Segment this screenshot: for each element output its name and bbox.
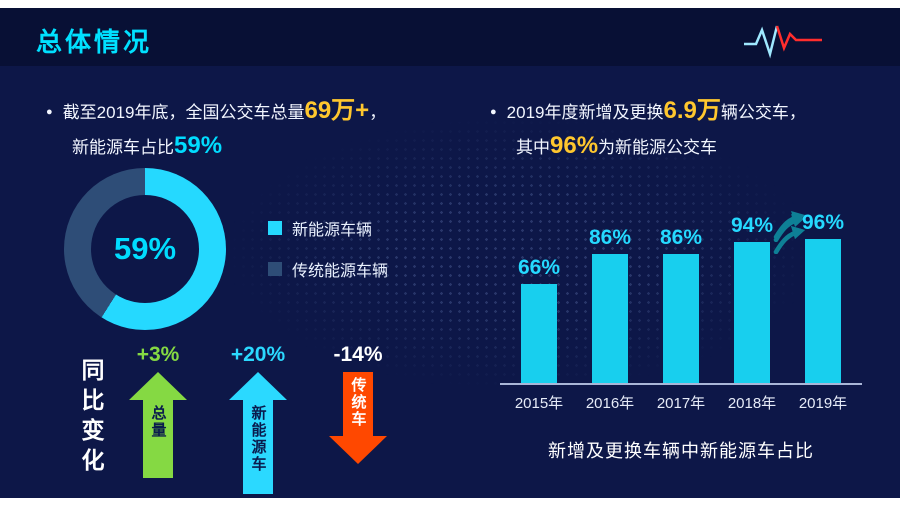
legend-swatch <box>268 262 282 276</box>
bar-slot: 86% <box>581 226 639 383</box>
right-bullet-1-highlight: 6.9万 <box>663 97 721 124</box>
donut-chart: 59% <box>64 168 226 330</box>
year-label: 2016年 <box>585 395 635 412</box>
chart-caption: 新增及更换车辆中新能源车占比 <box>548 441 814 461</box>
trend-arrow-icon <box>773 226 805 255</box>
legend-label: 新能源车辆 <box>292 222 373 239</box>
page-title: 总体情况 <box>36 27 153 57</box>
legend-label: 传统能源车辆 <box>292 263 389 280</box>
bullet-icon: ● <box>46 106 53 118</box>
arrow-body: 传统车 <box>343 372 373 436</box>
yoy-item: +3% 总量 <box>126 340 190 478</box>
bar-value-label: 94% <box>730 214 774 237</box>
legend-item: 传统能源车辆 <box>268 257 388 281</box>
bar <box>663 254 699 383</box>
left-bullet-2-text: 新能源车占比 <box>72 138 174 157</box>
bar-chart-plot: 66% 86% 86% 94% 96% <box>500 155 862 385</box>
up-arrow-icon <box>229 372 287 400</box>
arrow-text: 总量 <box>149 405 167 439</box>
yoy-value-label: +20% <box>230 343 286 366</box>
legend-swatch <box>268 221 282 235</box>
trend-arrow-icon <box>773 211 805 240</box>
bar-value-label: 86% <box>588 226 632 249</box>
bar-slot: 66% <box>510 256 568 383</box>
arrow-body: 新能源车 <box>243 400 273 494</box>
arrow-text: 传统车 <box>349 377 367 428</box>
left-bullet-1-tail: ， <box>369 103 387 122</box>
arrow-body: 总量 <box>143 400 173 478</box>
year-label: 2017年 <box>656 395 706 412</box>
bar <box>734 242 770 383</box>
bar <box>592 254 628 383</box>
bar <box>521 284 557 383</box>
yoy-value-label: +3% <box>136 343 180 366</box>
donut-center-label: 59% <box>113 231 177 266</box>
right-bullet-2-highlight: 96% <box>550 132 599 159</box>
left-bullet-2-highlight: 59% <box>174 132 223 159</box>
left-bullet-1-text: 截至2019年底，全国公交车总量 <box>62 103 305 122</box>
yoy-item: -14% 传统车 <box>326 340 390 464</box>
right-bullet-1-tail: 辆公交车， <box>720 103 806 122</box>
bullet-icon: ● <box>490 106 497 118</box>
world-map-dots <box>230 118 810 388</box>
yoy-title: 同比变化 <box>78 358 104 478</box>
bar-chart: 66% 86% 86% 94% 96% 2015年 2016年 2017年 2018年 2019… <box>500 155 862 463</box>
bar-slot: 86% <box>652 226 710 383</box>
legend-item: 新能源车辆 <box>268 216 388 240</box>
bar-slot: 96% <box>794 211 852 383</box>
down-arrow-icon <box>329 436 387 464</box>
donut-hole: 59% <box>91 195 199 303</box>
bar-value-label: 86% <box>659 226 703 249</box>
slide: 总体情况 ● 截至2019年底，全国公交车总量69万+， 新能源车占比59% 59… <box>0 8 900 498</box>
right-bullet-1: ● 2019年度新增及更换6.9万辆公交车， <box>490 90 806 125</box>
left-bullet-2: 新能源车占比59% <box>72 132 222 160</box>
donut-legend: 新能源车辆传统能源车辆 <box>268 216 388 281</box>
right-bullet-2: 其中96%为新能源公交车 <box>516 132 717 160</box>
bar-value-label: 96% <box>801 211 845 234</box>
bar-value-label: 66% <box>517 256 561 279</box>
bar <box>805 239 841 383</box>
year-label: 2019年 <box>798 395 848 412</box>
year-label: 2018年 <box>727 395 777 412</box>
right-bullet-1-text: 2019年度新增及更换 <box>506 103 664 122</box>
left-bullet-1-highlight: 69万+ <box>304 97 370 124</box>
right-bullet-2-tail: 为新能源公交车 <box>598 138 718 157</box>
yoy-value-label: -14% <box>333 343 383 366</box>
bar-slot: 94% <box>723 214 781 383</box>
year-label: 2015年 <box>514 395 564 412</box>
pulse-line-icon <box>744 25 822 59</box>
left-bullet-1: ● 截至2019年底，全国公交车总量69万+， <box>46 90 386 125</box>
x-axis-labels: 2015年 2016年 2017年 2018年 2019年 <box>500 392 862 413</box>
yoy-item: +20% 新能源车 <box>226 340 290 494</box>
up-arrow-icon <box>129 372 187 400</box>
arrow-text: 新能源车 <box>249 405 267 473</box>
right-bullet-2-text: 其中 <box>516 138 550 157</box>
yoy-arrows: +3% 总量 +20% 新能源车 -14% 传统车 <box>126 340 390 494</box>
header-band: 总体情况 <box>0 8 900 66</box>
